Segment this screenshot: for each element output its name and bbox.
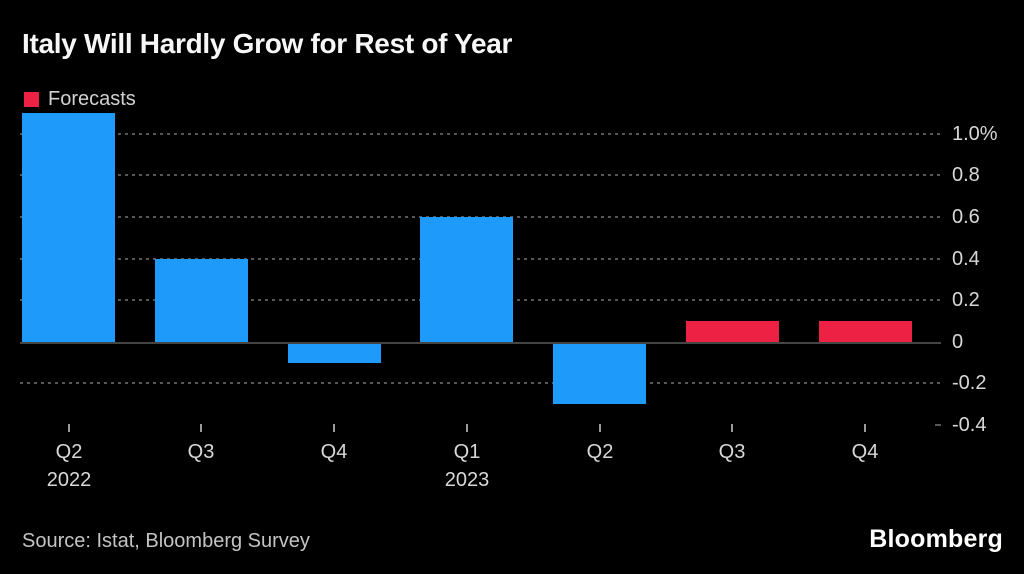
source-note: Source: Istat, Bloomberg Survey [22, 530, 310, 552]
x-axis-quarter-label: Q4 [851, 441, 879, 463]
gridline [20, 382, 941, 384]
y-axis-tick-label: 0.2 [952, 289, 980, 311]
x-axis-year-label: 2023 [444, 469, 490, 491]
forecast-legend-swatch [24, 92, 39, 107]
y-axis-tick-label: -0.2 [952, 372, 987, 394]
x-axis-quarter-label: Q2 [55, 441, 83, 463]
x-axis-tick [200, 424, 202, 432]
x-axis-quarter-label: Q4 [320, 441, 348, 463]
plot-area [20, 113, 941, 426]
x-axis-quarter-label: Q3 [718, 441, 746, 463]
forecast-bar [819, 321, 912, 342]
actual-bar [420, 217, 513, 342]
bloomberg-logo: Bloomberg [869, 525, 1003, 553]
x-axis-year-label: 2022 [46, 469, 92, 491]
x-axis-tick [599, 424, 601, 432]
zero-baseline [20, 342, 941, 344]
x-axis-tick [333, 424, 335, 432]
y-axis-tick-label: 0.8 [952, 164, 980, 186]
legend: Forecasts [24, 88, 136, 111]
actual-bar [155, 259, 248, 342]
chart-title: Italy Will Hardly Grow for Rest of Year [22, 28, 513, 59]
x-axis-quarter-label: Q2 [586, 441, 614, 463]
actual-bar [288, 344, 381, 363]
forecast-bar [686, 321, 779, 342]
y-axis-tick-label: -0.4 [952, 414, 987, 436]
y-axis-tick-label: 0 [952, 331, 964, 353]
actual-bar [22, 113, 115, 342]
gridline [20, 174, 941, 176]
gridline [20, 133, 941, 135]
x-axis-tick [68, 424, 70, 432]
x-axis-quarter-label: Q3 [187, 441, 215, 463]
y-axis-tick-label: 1.0% [952, 123, 998, 145]
x-axis-tick [731, 424, 733, 432]
x-axis-quarter-label: Q1 [453, 441, 481, 463]
x-axis-tick [864, 424, 866, 432]
gridline-edge-dash [935, 424, 941, 426]
forecast-legend-label: Forecasts [48, 88, 136, 110]
actual-bar [553, 344, 646, 404]
y-axis-tick-label: 0.4 [952, 248, 980, 270]
x-axis-tick [466, 424, 468, 432]
y-axis-tick-label: 0.6 [952, 206, 980, 228]
